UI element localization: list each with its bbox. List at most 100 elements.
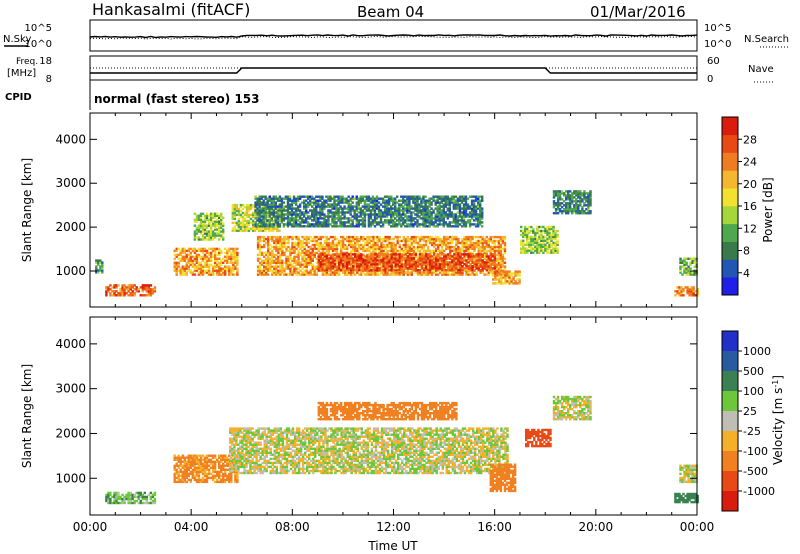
power-echo-cell xyxy=(278,195,282,198)
power-echo-cell xyxy=(441,239,444,243)
power-echo-cell xyxy=(236,253,239,257)
power-echo-cell xyxy=(382,257,385,260)
power-echo-cell xyxy=(300,221,304,224)
power-echo-cell xyxy=(307,203,310,206)
power-echo-cell xyxy=(412,241,416,245)
power-echo-cell xyxy=(390,215,393,218)
power-echo-cell xyxy=(305,257,308,260)
power-echo-cell xyxy=(453,273,456,276)
power-echo-cell xyxy=(394,213,397,216)
power-echo-cell xyxy=(299,245,302,249)
power-echo-cell xyxy=(331,243,335,247)
power-echo-cell xyxy=(329,263,333,266)
power-echo-cell xyxy=(412,257,416,260)
power-echo-cell xyxy=(262,213,265,216)
power-echo-cell xyxy=(359,223,362,226)
power-echo-cell xyxy=(483,247,486,251)
power-echo-cell xyxy=(430,239,434,243)
power-echo-cell xyxy=(462,213,466,216)
power-echo-cell xyxy=(335,209,338,212)
power-echo-cell xyxy=(475,257,478,260)
power-echo-cell xyxy=(390,237,393,241)
power-echo-cell xyxy=(398,235,401,239)
power-echo-cell xyxy=(493,251,497,255)
power-echo-cell xyxy=(457,255,460,258)
power-echo-cell xyxy=(233,229,237,232)
power-echo-cell xyxy=(303,225,306,228)
power-echo-cell xyxy=(211,271,215,274)
power-echo-cell xyxy=(109,284,112,287)
power-echo-cell xyxy=(380,271,383,274)
power-echo-cell xyxy=(354,247,357,251)
power-echo-cell xyxy=(297,243,300,247)
power-echo-cell xyxy=(390,225,393,228)
power-echo-cell xyxy=(447,267,450,270)
power-echo-cell xyxy=(466,205,470,208)
power-echo-cell xyxy=(475,245,478,249)
power-echo-cell xyxy=(241,219,245,223)
power-echo-cell xyxy=(420,217,423,220)
power-echo-cell xyxy=(357,225,360,228)
power-echo-cell xyxy=(352,239,355,243)
power-echo-cell xyxy=(305,273,308,276)
power-echo-cell xyxy=(455,259,458,262)
power-echo-cell xyxy=(479,259,482,262)
power-echo-cell xyxy=(499,263,503,266)
power-echo-cell xyxy=(321,201,324,204)
power-echo-cell xyxy=(483,255,486,258)
power-echo-cell xyxy=(410,263,414,266)
power-echo-cell xyxy=(534,247,537,250)
power-echo-cell xyxy=(428,235,432,239)
power-echo-cell xyxy=(274,205,277,208)
power-echo-cell xyxy=(375,215,379,218)
power-echo-cell xyxy=(363,195,367,198)
power-echo-cell xyxy=(352,265,355,268)
power-echo-cell xyxy=(354,257,357,260)
power-echo-cell xyxy=(554,204,558,207)
power-echo-cell xyxy=(273,265,276,268)
power-echo-cell xyxy=(496,282,499,285)
power-echo-cell xyxy=(383,203,387,206)
power-echo-cell xyxy=(195,232,199,235)
power-echo-cell xyxy=(265,257,268,260)
power-echo-cell xyxy=(394,243,397,247)
power-echo-cell xyxy=(466,215,470,218)
power-echo-cell xyxy=(380,257,383,260)
power-echo-cell xyxy=(195,218,199,221)
power-echo-cell xyxy=(396,211,399,214)
power-echo-cell xyxy=(428,263,432,266)
power-echo-cell xyxy=(241,217,245,221)
power-echo-cell xyxy=(468,195,472,198)
power-echo-cell xyxy=(267,263,270,266)
power-echo-cell xyxy=(487,269,490,272)
power-echo-cell xyxy=(392,219,395,222)
power-echo-cell xyxy=(343,221,346,224)
power-echo-cell xyxy=(390,255,393,258)
power-echo-cell xyxy=(414,247,418,251)
power-echo-cell xyxy=(420,201,423,204)
power-echo-cell xyxy=(489,263,492,266)
power-echo-cell xyxy=(201,222,205,225)
power-echo-cell xyxy=(343,225,346,228)
power-echo-cell xyxy=(205,214,209,217)
power-echo-cell xyxy=(390,251,393,255)
power-echo-cell xyxy=(262,229,265,232)
power-echo-cell xyxy=(262,205,265,209)
power-echo-cell xyxy=(305,237,308,241)
power-echo-cell xyxy=(530,235,533,239)
power-echo-cell xyxy=(218,228,221,231)
power-echo-cell xyxy=(249,213,253,217)
power-echo-cell xyxy=(333,271,337,274)
power-echo-cell xyxy=(339,241,343,245)
power-echo-cell xyxy=(286,199,290,202)
power-echo-cell xyxy=(220,226,223,229)
power-echo-cell xyxy=(236,261,239,264)
power-echo-cell xyxy=(233,225,237,228)
power-echo-cell xyxy=(264,219,267,223)
power-echo-cell xyxy=(542,239,545,242)
power-echo-cell xyxy=(275,263,278,266)
power-echo-cell xyxy=(325,263,329,266)
power-echo-cell xyxy=(213,253,217,257)
power-echo-cell xyxy=(179,259,182,262)
power-echo-cell xyxy=(233,209,237,213)
